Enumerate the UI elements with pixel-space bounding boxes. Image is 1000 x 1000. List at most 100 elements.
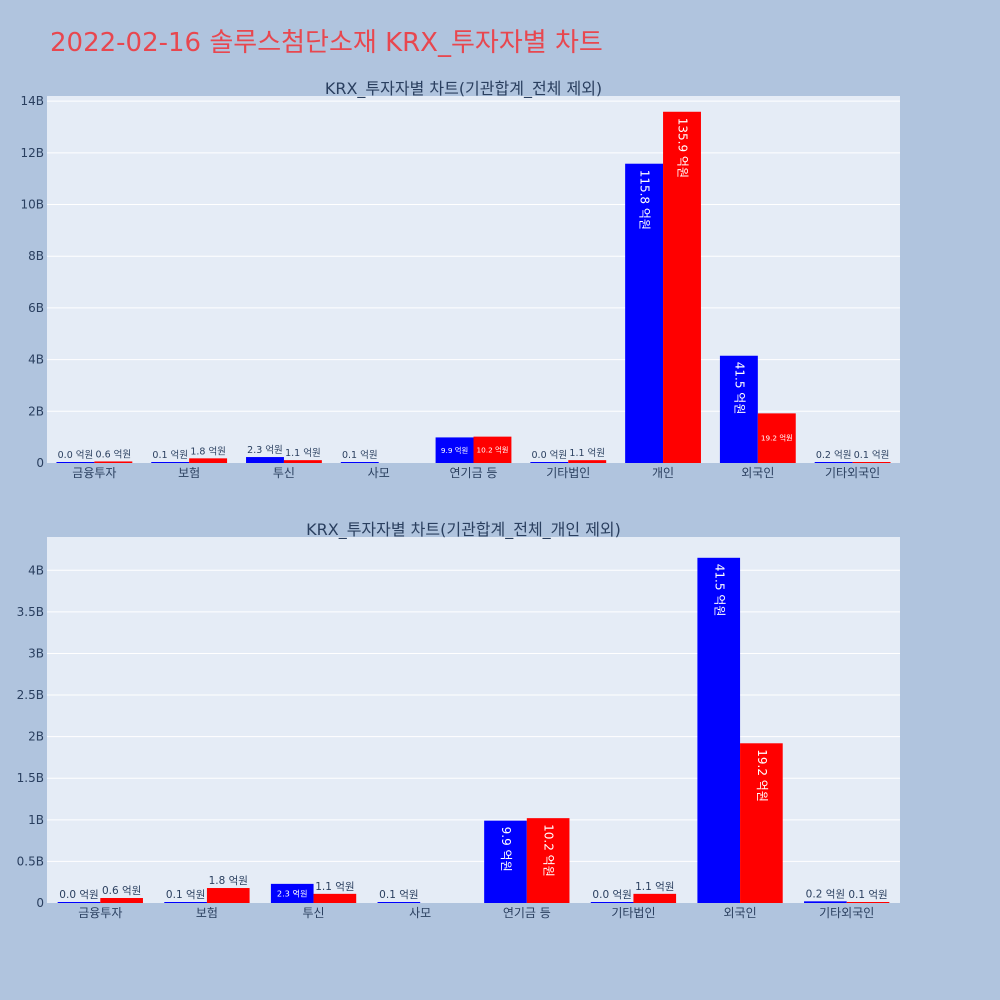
bar [719, 355, 758, 463]
chart-title: KRX_투자자별 차트(기관합계_전체 제외) [325, 79, 602, 99]
data-label: 19.2 억원 [761, 434, 793, 443]
data-label: 135.9 억원 [676, 118, 690, 178]
bar [313, 893, 357, 903]
data-label: 0.0 억원 [532, 449, 568, 461]
data-label: 1.1 억원 [285, 447, 321, 459]
bar [484, 820, 527, 903]
x-tick-label: 기타외국인 [825, 466, 880, 480]
data-label: 0.1 억원 [379, 889, 418, 901]
bar [377, 902, 421, 903]
data-label: 0.6 억원 [96, 448, 132, 460]
data-label: 10.2 억원 [542, 824, 556, 877]
x-tick-label: 금융투자 [72, 466, 116, 480]
bar [814, 462, 853, 463]
y-tick-label: 10B [20, 198, 44, 212]
data-label: 41.5 억원 [712, 564, 726, 617]
x-tick-label: 금융투자 [78, 906, 122, 920]
data-label: 19.2 억원 [755, 749, 769, 802]
data-label: 0.1 억원 [166, 889, 205, 901]
y-tick-label: 4B [28, 353, 44, 367]
data-label: 0.1 억원 [152, 449, 188, 461]
y-tick-label: 0 [36, 896, 44, 910]
x-tick-label: 외국인 [741, 466, 774, 480]
y-tick-label: 0 [36, 456, 44, 470]
data-label: 2.3 억원 [277, 888, 308, 898]
bar [283, 460, 322, 463]
y-tick-label: 12B [20, 146, 44, 160]
data-label: 0.0 억원 [58, 449, 94, 461]
bar [852, 462, 891, 463]
bar [270, 883, 314, 903]
bar [526, 818, 570, 903]
y-tick-label: 14B [20, 94, 44, 108]
y-tick-label: 2B [28, 404, 44, 418]
x-tick-label: 투신 [273, 466, 295, 480]
data-label: 0.1 억원 [848, 889, 887, 901]
y-tick-label: 4B [28, 563, 44, 577]
bar [340, 462, 379, 463]
data-label: 41.5 억원 [732, 362, 746, 415]
bar [100, 898, 143, 903]
data-label: 0.2 억원 [816, 449, 852, 461]
y-tick-label: 3B [28, 646, 44, 660]
y-tick-label: 8B [28, 249, 44, 263]
x-tick-label: 사모 [368, 466, 390, 480]
y-tick-label: 1B [28, 813, 44, 827]
y-tick-label: 2B [28, 730, 44, 744]
x-tick-label: 보험 [178, 466, 200, 480]
data-label: 9.9 억원 [499, 827, 513, 872]
y-tick-label: 1.5B [17, 771, 44, 785]
bar [94, 461, 133, 463]
bar [473, 436, 512, 463]
x-tick-label: 투신 [303, 906, 325, 920]
bar [804, 901, 847, 903]
chart-upper: 0 2B 4B 6B 8B 10B 12B 14B KRX_투자자별 차트(기관합계_전체 제외… [20, 79, 900, 480]
y-tick-label: 0.5B [17, 854, 44, 868]
x-tick-label: 연기금 등 [450, 466, 498, 480]
data-label: 1.1 억원 [315, 881, 354, 893]
bar [663, 111, 701, 463]
bar [633, 893, 677, 903]
bar [568, 460, 607, 463]
data-label: 115.8 억원 [638, 170, 652, 230]
data-label: 0.0 억원 [592, 889, 631, 901]
bar [246, 457, 284, 463]
x-tick-label: 개인 [652, 466, 674, 480]
bar [435, 437, 474, 463]
x-tick-label: 외국인 [724, 906, 757, 920]
bar [164, 902, 207, 903]
data-label: 1.8 억원 [190, 445, 226, 457]
bar [189, 458, 228, 463]
data-label: 0.2 억원 [806, 888, 845, 900]
data-label: 10.2 억원 [476, 445, 508, 454]
data-label: 0.0 억원 [59, 889, 98, 901]
page-title: 2022-02-16 솔루스첨단소재 KRX_투자자별 차트 [50, 28, 603, 58]
y-tick-label: 2.5B [17, 688, 44, 702]
bar [56, 462, 95, 463]
data-label: 1.1 억원 [569, 447, 605, 459]
bar [846, 902, 890, 903]
bar [757, 413, 796, 463]
x-tick-label: 기타법인 [611, 906, 655, 920]
data-label: 2.3 억원 [247, 444, 283, 456]
chart-title: KRX_투자자별 차트(기관합계_전체_개인 제외) [306, 520, 621, 540]
y-tick-label: 6B [28, 301, 44, 315]
data-label: 0.1 억원 [342, 449, 378, 461]
data-label: 9.9 억원 [441, 446, 468, 455]
x-tick-label: 기타법인 [546, 466, 590, 480]
bar [590, 902, 634, 903]
bar [151, 462, 190, 463]
data-label: 0.1 억원 [854, 449, 890, 461]
x-tick-label: 연기금 등 [503, 906, 551, 920]
bar [625, 163, 664, 463]
data-label: 1.8 억원 [209, 875, 248, 887]
bar [206, 888, 250, 903]
x-tick-label: 보험 [196, 906, 218, 920]
x-tick-label: 사모 [409, 906, 431, 920]
bar [697, 557, 741, 903]
x-tick-label: 기타외국인 [819, 906, 874, 920]
y-tick-label: 3.5B [17, 605, 44, 619]
data-label: 0.6 억원 [102, 885, 141, 897]
